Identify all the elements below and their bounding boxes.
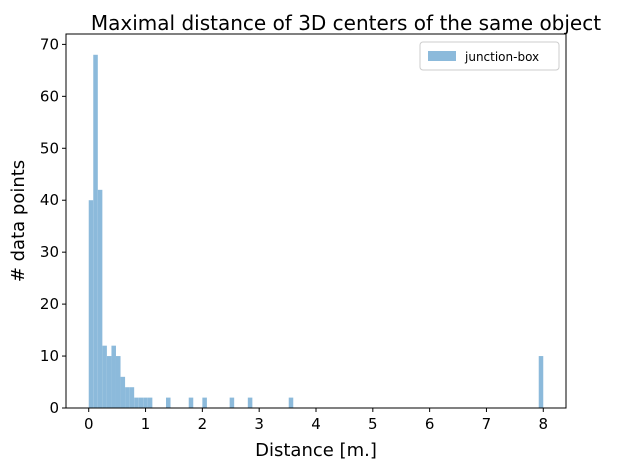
y-axis-ticks: 0 10 20 30 40 50 60 70	[40, 35, 66, 417]
histogram-bar	[111, 345, 116, 408]
y-tick-label: 30	[40, 243, 59, 261]
histogram-bar	[88, 200, 94, 408]
y-tick-label: 10	[40, 347, 59, 365]
legend-label: junction-box	[464, 50, 539, 64]
x-tick-label: 0	[84, 415, 94, 433]
y-tick-label: 20	[40, 295, 59, 313]
legend-swatch	[428, 51, 456, 61]
histogram-bar	[166, 397, 171, 408]
histogram-bar	[93, 54, 98, 408]
histogram-bar	[188, 397, 194, 408]
y-tick-label: 40	[40, 191, 59, 209]
histogram-bar	[143, 397, 148, 408]
histogram-bar	[247, 397, 253, 408]
histogram-bar	[229, 397, 235, 408]
histogram-bar	[134, 397, 139, 408]
x-tick-label: 8	[538, 415, 548, 433]
x-tick-label: 1	[141, 415, 151, 433]
legend: junction-box	[419, 41, 560, 71]
histogram-bar	[116, 356, 121, 408]
x-tick-label: 2	[198, 415, 208, 433]
histogram-bar	[125, 387, 130, 408]
x-axis-label: Distance [m.]	[255, 440, 377, 461]
y-tick-label: 0	[49, 399, 59, 417]
x-axis-ticks: 0 1 2 3 4 5 6 7 8	[84, 408, 548, 433]
histogram-bar	[202, 397, 207, 408]
histogram-bar	[106, 356, 112, 408]
x-tick-label: 6	[425, 415, 435, 433]
bars-group	[88, 54, 544, 408]
x-tick-label: 4	[311, 415, 321, 433]
x-tick-label: 5	[368, 415, 378, 433]
histogram-bar	[120, 376, 126, 408]
histogram-bar	[102, 345, 107, 408]
histogram-bar	[97, 189, 103, 408]
histogram-bar	[129, 387, 135, 408]
y-tick-label: 50	[40, 139, 59, 157]
histogram-bar	[538, 356, 544, 408]
chart-title: Maximal distance of 3D centers of the sa…	[91, 11, 601, 35]
x-tick-label: 7	[482, 415, 492, 433]
plot-frame	[65, 33, 567, 409]
y-tick-label: 70	[40, 35, 59, 53]
histogram-bar	[147, 397, 153, 408]
histogram-bar	[288, 397, 294, 408]
x-tick-label: 3	[254, 415, 264, 433]
y-tick-label: 60	[40, 87, 59, 105]
legend-frame	[419, 41, 560, 71]
y-axis-label: # data points	[8, 160, 29, 282]
histogram-bar	[138, 397, 144, 408]
